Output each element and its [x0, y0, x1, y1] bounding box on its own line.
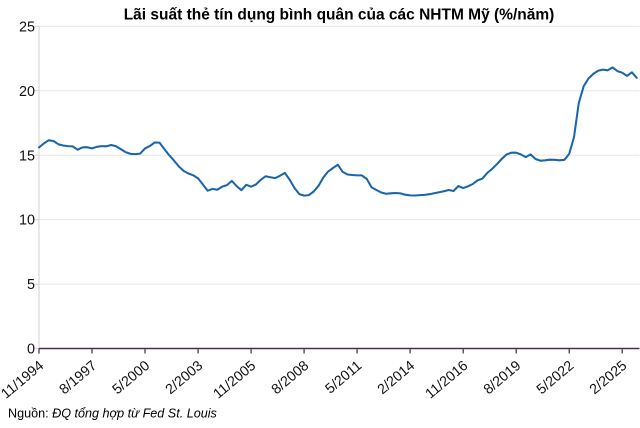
svg-text:5: 5	[27, 277, 35, 293]
svg-text:Nguồn: ĐQ tổng hợp từ Fed St.: Nguồn: ĐQ tổng hợp từ Fed St. Louis	[8, 407, 218, 421]
svg-text:25: 25	[19, 19, 35, 35]
svg-text:10: 10	[19, 213, 35, 229]
svg-text:Lãi suất thẻ tín dụng bình quâ: Lãi suất thẻ tín dụng bình quân của các …	[124, 7, 555, 24]
svg-text:20: 20	[19, 84, 35, 100]
svg-text:15: 15	[19, 148, 35, 164]
svg-text:0: 0	[27, 342, 35, 358]
